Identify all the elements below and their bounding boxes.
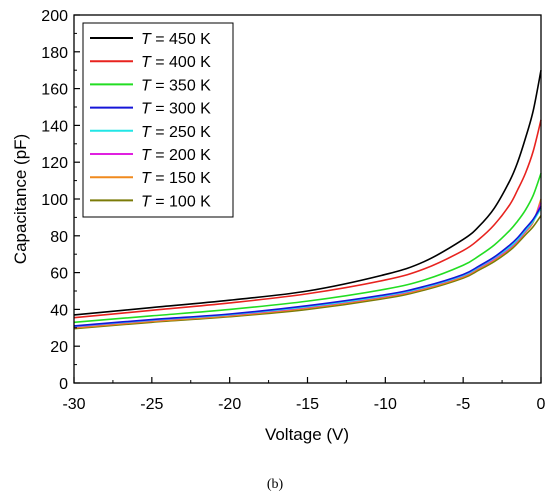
y-tick-label: 40 (50, 302, 68, 319)
series-lines (73, 70, 542, 330)
y-tick-label: 160 (41, 82, 68, 99)
legend-label-1: T = 400 K (141, 54, 211, 71)
legend-label-value: = 100 K (151, 193, 211, 210)
series-line-1 (73, 119, 542, 319)
legend-label-variable: T (141, 193, 152, 210)
x-tick-label: -25 (140, 396, 163, 413)
legend-box (82, 22, 234, 218)
x-axis-title: Voltage (V) (265, 425, 349, 444)
y-axis-title: Capacitance (pF) (11, 134, 30, 264)
y-tick-label: 120 (41, 155, 68, 172)
y-axis-ticks: 0 20 40 60 80 100 120 140 160 180 200 (41, 8, 80, 393)
y-tick-label: 0 (59, 376, 68, 393)
legend-label-5: T = 200 K (141, 147, 211, 164)
x-tick-label: 0 (537, 396, 546, 413)
legend-label-2: T = 350 K (141, 77, 211, 94)
y-tick-label: 60 (50, 266, 68, 283)
x-tick-label: -15 (296, 396, 319, 413)
y-tick-label: 100 (41, 192, 68, 209)
legend-label-variable: T (141, 54, 152, 71)
legend-label-variable: T (141, 147, 152, 164)
legend-label-value: = 450 K (151, 31, 211, 48)
y-tick-label: 20 (50, 339, 68, 356)
y-tick-label: 140 (41, 118, 68, 135)
x-tick-label: -10 (374, 396, 397, 413)
legend-label-0: T = 450 K (141, 31, 211, 48)
legend-label-value: = 400 K (151, 54, 211, 71)
legend-label-value: = 200 K (151, 147, 211, 164)
legend-label-value: = 150 K (151, 170, 211, 187)
legend-label-variable: T (141, 124, 152, 141)
legend-label-value: = 250 K (151, 124, 211, 141)
legend-label-value: = 350 K (151, 77, 211, 94)
legend-label-variable: T (141, 101, 152, 118)
legend-label-variable: T (141, 170, 152, 187)
series-line-2 (73, 172, 542, 324)
x-tick-label: -30 (62, 396, 85, 413)
legend: T = 450 KT = 400 KT = 350 KT = 300 KT = … (82, 22, 234, 218)
legend-label-6: T = 150 K (141, 170, 211, 187)
x-axis-ticks: -30 -25 -20 -15 -10 -5 0 (62, 377, 546, 413)
series-line-3 (73, 205, 542, 327)
legend-label-variable: T (141, 77, 152, 94)
series-line-7 (73, 215, 542, 330)
y-tick-label: 80 (50, 229, 68, 246)
y-tick-label: 180 (41, 45, 68, 62)
x-tick-label: -20 (218, 396, 241, 413)
legend-label-value: = 300 K (151, 101, 211, 118)
panel-label: (b) (267, 477, 284, 492)
legend-label-4: T = 250 K (141, 124, 211, 141)
legend-label-variable: T (141, 31, 152, 48)
y-tick-label: 200 (41, 8, 68, 25)
legend-label-7: T = 100 K (141, 193, 211, 210)
legend-label-3: T = 300 K (141, 101, 211, 118)
x-tick-label: -5 (456, 396, 470, 413)
series-line-0 (73, 70, 542, 316)
